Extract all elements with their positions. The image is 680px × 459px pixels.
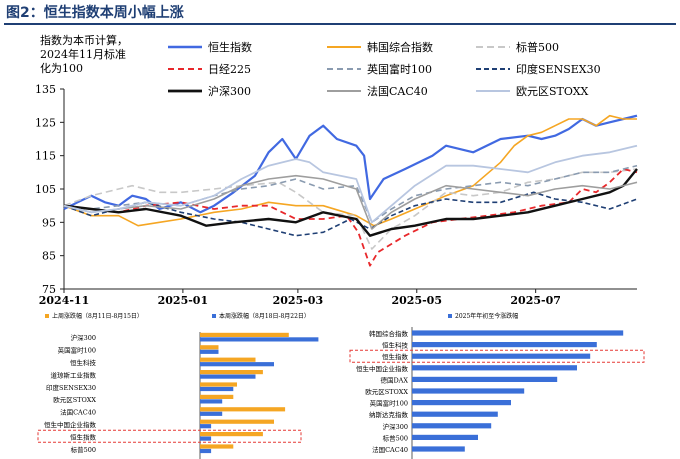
bar-ytd: [412, 388, 525, 394]
bar-this-week: [200, 436, 212, 441]
legend-label: 沪深300: [208, 84, 251, 98]
y-axis-label: 2024年11月标准: [40, 47, 126, 61]
bar-this-week: [200, 362, 274, 367]
highlight-box: [37, 429, 302, 443]
bar-prev-week: [200, 444, 234, 449]
series-line: [63, 144, 638, 224]
bar-ytd: [412, 400, 511, 406]
category-label: 德国DAX: [380, 375, 408, 384]
y-tick-label: 75: [42, 283, 56, 296]
category-label: 纳斯达克指数: [369, 410, 409, 419]
legend-label: 印度SENSEX30: [516, 62, 601, 76]
bar-prev-week: [200, 357, 256, 362]
category-label: 标普500: [383, 433, 408, 442]
y-tick-label: 95: [42, 216, 56, 229]
bar-ytd: [412, 376, 558, 382]
y-tick-label: 85: [42, 250, 56, 263]
title-divider: [4, 23, 676, 25]
legend-swatch: [448, 314, 452, 318]
bar-ytd: [412, 411, 498, 417]
legend-label: 2025年年初至今涨跌幅: [455, 312, 518, 320]
bar-this-week: [200, 399, 223, 404]
category-label: 标普500: [71, 445, 96, 454]
bar-prev-week: [200, 382, 237, 387]
bar-this-week: [200, 411, 223, 416]
legend-label: 恒生指数: [208, 40, 252, 54]
category-label: 沪深300: [71, 333, 96, 342]
bar-this-week: [200, 374, 256, 379]
series-line: [63, 114, 637, 227]
bar-prev-week: [200, 407, 286, 412]
legend-label: 法国CAC40: [367, 84, 428, 98]
bar-this-week: [200, 337, 319, 342]
category-label: 英国富时100: [370, 399, 408, 408]
y-tick-label: 115: [35, 150, 56, 163]
legend-label: 上周涨跌幅（8月11日-8月15日）: [52, 312, 143, 320]
x-tick-label: 2025-07: [510, 294, 561, 307]
x-tick-label: 2025-03: [273, 294, 324, 307]
bar-prev-week: [200, 370, 263, 375]
legend-label: 欧元区STOXX: [516, 85, 589, 98]
x-tick-label: 2025-01: [158, 294, 209, 307]
category-label: 韩国综合指数: [369, 329, 409, 338]
legend-label: 英国富时100: [367, 62, 432, 76]
category-label: 法国CAC40: [60, 408, 96, 417]
y-tick-label: 135: [35, 83, 56, 96]
category-label: 英国富时100: [58, 346, 96, 355]
figure-title: 图2：恒生指数本周小幅上涨: [6, 5, 184, 21]
bar-prev-week: [200, 419, 274, 424]
category-label: 道琼斯工业指数: [51, 370, 97, 379]
bar-prev-week: [200, 345, 219, 350]
category-label: 沪深300: [383, 422, 408, 431]
series-line: [63, 168, 638, 237]
legend-label: 韩国综合指数: [367, 40, 433, 54]
category-label: 恒生指数: [382, 352, 409, 361]
legend-label: 本周涨跌幅（8月18日-8月22日）: [219, 312, 310, 320]
legend-label: 标普500: [516, 40, 559, 54]
bar-prev-week: [200, 432, 263, 437]
y-tick-label: 105: [35, 183, 56, 196]
y-tick-label: 125: [35, 116, 56, 129]
category-label: 欧元区STOXX: [53, 395, 96, 404]
x-tick-label: 2025-05: [392, 294, 443, 307]
legend-swatch: [45, 314, 49, 318]
x-tick-label: 2024-11: [39, 294, 90, 307]
category-label: 恒生科技: [382, 341, 409, 350]
bar-prev-week: [200, 332, 289, 337]
category-label: 恒生中国企业指数: [44, 420, 97, 429]
bar-this-week: [200, 448, 212, 454]
category-label: 恒生科技: [70, 358, 97, 367]
legend-label: 日经225: [208, 63, 251, 76]
highlight-box: [349, 349, 645, 363]
bar-this-week: [200, 349, 219, 354]
bar-prev-week: [200, 394, 234, 399]
series-line: [63, 174, 638, 230]
bar-this-week: [200, 386, 234, 392]
bar-this-week: [200, 424, 212, 429]
category-label: 印度SENSEX30: [46, 383, 96, 392]
bar-ytd: [412, 434, 478, 440]
bar-ytd: [412, 353, 591, 359]
series-line: [63, 114, 638, 214]
bar-ytd: [412, 446, 465, 452]
bar-ytd: [412, 330, 624, 336]
category-label: 恒生中国企业指数: [356, 364, 409, 373]
category-label: 欧元区STOXX: [365, 387, 408, 396]
y-axis-label: 指数为本币计算，: [40, 33, 128, 47]
category-label: 法国CAC40: [372, 445, 408, 454]
series-line: [63, 168, 638, 250]
bar-ytd: [412, 423, 492, 429]
bar-ytd: [412, 342, 597, 348]
legend-swatch: [212, 314, 216, 318]
weekly-change-bar-chart: 上周涨跌幅（8月11日-8月15日） 本周涨跌幅（8月18日-8月22日） 沪深30…: [37, 312, 319, 459]
y-axis-label: 化为100: [40, 61, 83, 75]
bar-ytd: [412, 365, 577, 371]
category-label: 恒生指数: [70, 432, 97, 441]
